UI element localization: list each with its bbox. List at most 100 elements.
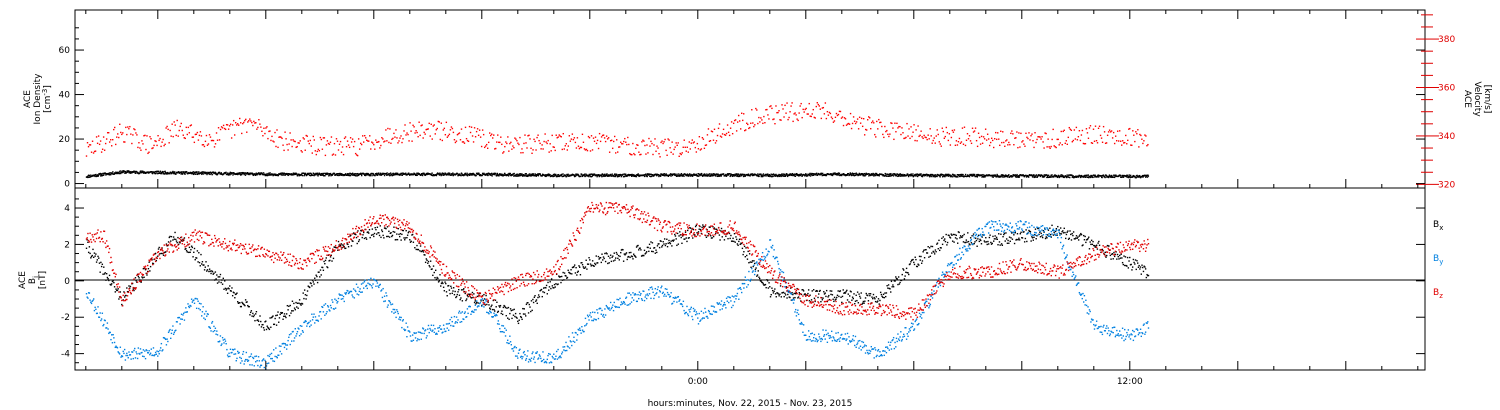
bx-point [306,290,309,292]
ion-density-point [929,176,931,178]
bx-point [638,249,640,251]
ion-density-point [251,172,254,174]
ion-density-point [960,173,962,176]
bx-point [480,300,482,302]
velocity-point [645,153,647,155]
velocity-point [181,129,183,132]
ion-density-point [663,173,666,175]
ion-density-point [394,172,397,175]
bx-point [759,277,761,280]
bx-point [751,261,753,263]
bx-point [491,308,494,311]
ion-density-point [429,173,431,175]
velocity-point [286,143,288,146]
bx-point [267,327,270,329]
ion-density-point [1128,176,1130,178]
bx-point [1005,232,1007,234]
bx-point [762,283,764,285]
velocity-point [995,131,997,134]
bx-point [354,233,356,235]
bx-point [631,255,633,258]
velocity-point [749,126,751,129]
bx-point [154,253,156,255]
ion-density-point [673,174,676,176]
ion-density-point [192,173,194,175]
bx-point [127,290,129,293]
velocity-point [154,140,156,142]
velocity-point [430,123,432,126]
velocity-point [575,147,578,149]
ion-density-point [992,174,994,177]
velocity-point [907,135,909,137]
velocity-point [487,141,490,144]
velocity-point [177,135,179,137]
bx-point [100,261,102,264]
velocity-point [182,134,184,136]
ion-density-point [786,175,789,178]
bx-point [1003,232,1006,235]
ion-density-point [626,175,628,178]
ion-density-point [228,172,231,175]
bx-point [401,229,404,232]
ion-density-point [343,173,345,176]
bx-point [216,274,218,276]
velocity-point [824,102,827,104]
ion-density-point [225,171,227,174]
ion-density-point [339,172,341,175]
bx-point [1074,238,1076,240]
bx-point [603,257,605,260]
velocity-point [444,133,447,136]
ion-density-point [907,175,910,178]
ion-density-point [888,174,890,176]
velocity-point [1063,129,1065,131]
bx-point [972,233,975,235]
velocity-point [986,133,989,135]
bx-point [533,296,536,298]
ion-density-point [726,175,728,177]
bx-point [221,279,223,281]
ion-density-point [124,172,126,174]
ion-density-point [308,172,310,175]
bx-point [465,298,468,300]
ion-density-point [809,172,811,175]
bx-point [663,238,666,240]
ion-density-point [704,174,706,176]
bx-point [299,303,302,305]
ion-density-point [930,175,932,177]
bx-point [391,234,394,237]
bx-point [1026,240,1028,243]
ion-density-point [194,171,197,174]
bx-point [252,312,254,315]
ion-density-point [528,174,530,177]
ion-density-point [993,175,996,177]
ion-density-point [838,172,841,175]
velocity-point [767,114,769,116]
bx-point [867,294,869,297]
velocity-point [977,132,980,134]
bx-point [677,243,680,245]
ion-density-point [322,175,325,177]
velocity-point [786,102,788,104]
bx-point [367,231,369,233]
ion-density-point [951,176,953,178]
velocity-point [98,143,101,146]
velocity-point [942,130,944,133]
ion-density-point [633,174,635,176]
ion-density-point [500,173,503,175]
velocity-point [344,136,347,138]
bx-point [440,282,443,285]
velocity-point [553,146,555,149]
velocity-point [707,128,710,130]
velocity-point [1040,138,1042,140]
bx-point [203,264,205,266]
velocity-point [339,140,342,143]
ion-density-point [321,174,324,176]
ion-density-point [541,173,544,175]
velocity-point [203,145,206,148]
bx-point [940,247,942,249]
ion-density-point [165,172,168,174]
velocity-point [760,117,762,119]
velocity-point [814,117,816,119]
bx-point [209,270,212,272]
ion-density-point [523,175,526,177]
